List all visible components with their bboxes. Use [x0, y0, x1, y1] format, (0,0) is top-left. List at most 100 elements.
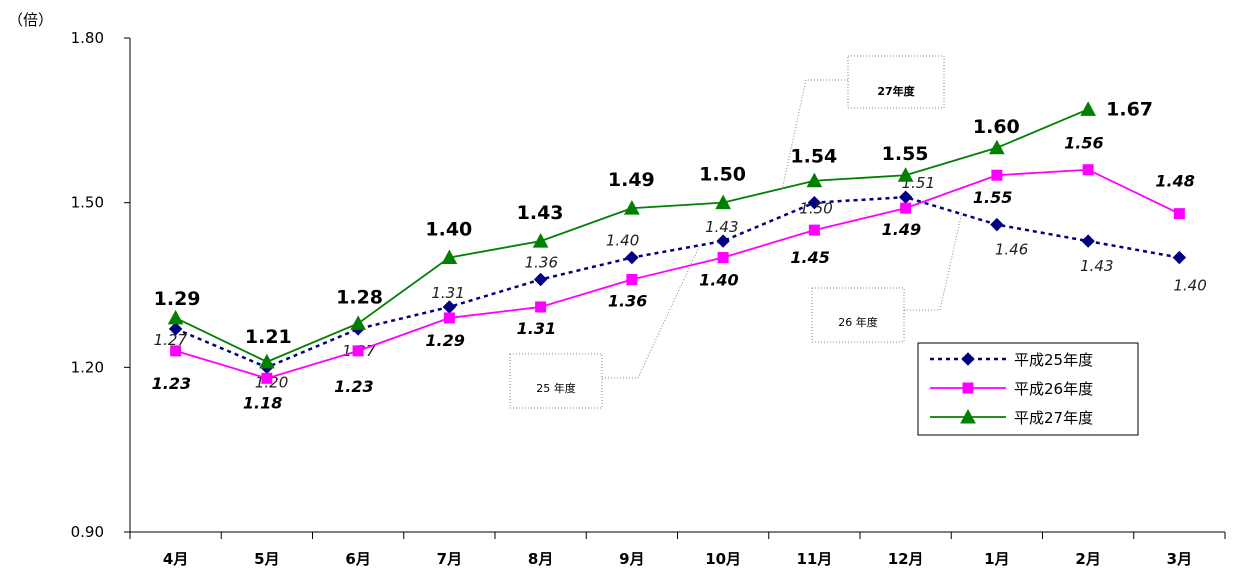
series-line [175, 195, 1180, 369]
data-point-square [991, 169, 1003, 181]
annotation-label-25: 25 年度 [536, 381, 576, 395]
legend-item: 平成26年度 [930, 380, 1093, 398]
data-point-triangle [1080, 101, 1096, 116]
legend-item: 平成27年度 [930, 408, 1093, 427]
data-label: 1.49 [882, 220, 921, 239]
data-point-triangle [167, 309, 184, 325]
data-label: 1.50 [699, 164, 746, 186]
x-tick-label: 2月 [1075, 550, 1100, 568]
data-point-square [352, 345, 364, 357]
data-label: 1.55 [882, 143, 929, 165]
data-label: 1.46 [995, 241, 1028, 259]
data-label: 1.48 [1155, 172, 1194, 191]
data-point-diamond [533, 272, 548, 287]
data-point-diamond [961, 352, 975, 366]
data-point-square [170, 345, 182, 357]
data-label: 1.21 [245, 326, 292, 348]
data-point-diamond [168, 322, 183, 336]
data-label: 1.31 [517, 319, 556, 338]
legend-label: 平成26年度 [1014, 380, 1093, 398]
x-tick-label: 6月 [345, 550, 370, 568]
data-label: 1.49 [608, 169, 655, 191]
data-point-triangle [259, 353, 275, 369]
annotation-leader-25 [602, 244, 701, 379]
data-point-square [535, 301, 547, 313]
y-tick-label: 1.20 [71, 358, 104, 376]
data-point-triangle [441, 249, 458, 265]
x-tick-label: 5月 [254, 550, 279, 568]
x-tick-label: 4月 [163, 550, 188, 568]
data-label: 1.56 [1064, 134, 1103, 153]
data-point-triangle [897, 167, 914, 182]
data-label: 1.55 [973, 188, 1012, 207]
data-point-triangle [806, 172, 823, 188]
data-point-diamond [716, 234, 730, 248]
data-label: 1.23 [152, 374, 191, 393]
data-point-square [717, 252, 729, 264]
series-layer: 1.271.201.271.311.361.401.431.501.511.46… [152, 98, 1207, 412]
data-point-square [1173, 208, 1185, 220]
series-line [175, 168, 1180, 380]
data-label: 1.40 [1173, 277, 1206, 295]
data-label: 1.29 [154, 288, 201, 310]
y-tick-label: 1.50 [71, 194, 104, 212]
annotation-leader-27 [781, 79, 848, 191]
data-point-triangle [624, 200, 640, 215]
data-point-diamond [990, 217, 1004, 232]
data-label: 1.40 [606, 232, 639, 250]
data-label: 1.29 [425, 331, 464, 350]
data-point-triangle [532, 233, 549, 248]
series-27: 1.29 1.21 1.28 1.40 1.43 1.49 1.50 1.54 1.55 1.60… [154, 98, 1153, 369]
data-label: 1.27 [154, 331, 188, 349]
data-label: 1.45 [790, 248, 829, 267]
data-label: 1.28 [336, 286, 383, 308]
x-tick-label: 11月 [796, 550, 832, 568]
data-point-triangle [350, 315, 366, 330]
annotation-label-26: 26 年度 [838, 315, 878, 329]
data-label: 1.43 [705, 218, 738, 236]
series-26: 1.23 1.18 1.23 1.29 1.31 1.36 1.40 1.45 1.49 1.55… [152, 134, 1195, 413]
x-tick-label: 10月 [705, 550, 741, 568]
data-point-diamond [625, 250, 639, 265]
x-tick-label: 7月 [437, 550, 462, 568]
data-label: 1.40 [425, 219, 472, 241]
data-label: 1.60 [973, 116, 1020, 138]
annotation-leader-26 [904, 211, 963, 311]
y-unit-label: （倍） [8, 11, 53, 29]
legend-label: 平成25年度 [1014, 351, 1093, 369]
data-label: 1.18 [243, 393, 282, 412]
data-label: 1.50 [799, 200, 832, 218]
data-label: 1.43 [517, 202, 564, 224]
y-tick-label: 0.90 [71, 523, 104, 541]
data-label: 1.36 [608, 292, 647, 311]
x-tick-label: 3月 [1167, 550, 1192, 568]
data-point-diamond [1172, 250, 1187, 265]
data-point-square [900, 202, 912, 214]
data-point-square [261, 372, 273, 384]
data-point-square [962, 382, 974, 394]
data-label: 1.54 [790, 146, 837, 168]
data-point-square [626, 274, 638, 286]
data-point-diamond [807, 195, 822, 210]
data-label: 1.36 [525, 254, 558, 272]
data-point-diamond [1081, 234, 1095, 248]
x-tick-label: 1月 [984, 550, 1009, 568]
annotation-layer: 27年度 26 年度 25 年度 [509, 55, 963, 409]
legend-label: 平成27年度 [1014, 409, 1093, 427]
data-point-square [443, 312, 455, 324]
data-point-triangle [715, 194, 731, 210]
data-point-triangle [989, 139, 1005, 155]
data-label: 1.31 [431, 284, 464, 302]
annotation-box-26 [811, 287, 905, 343]
annotation-label-27: 27年度 [877, 84, 915, 98]
data-label: 1.40 [699, 271, 738, 290]
annotation-box-25 [509, 353, 603, 409]
y-tick-label: 1.80 [71, 29, 104, 47]
data-label: 1.23 [334, 377, 373, 396]
legend-item: 平成25年度 [930, 351, 1093, 369]
data-label: 1.43 [1080, 257, 1113, 275]
